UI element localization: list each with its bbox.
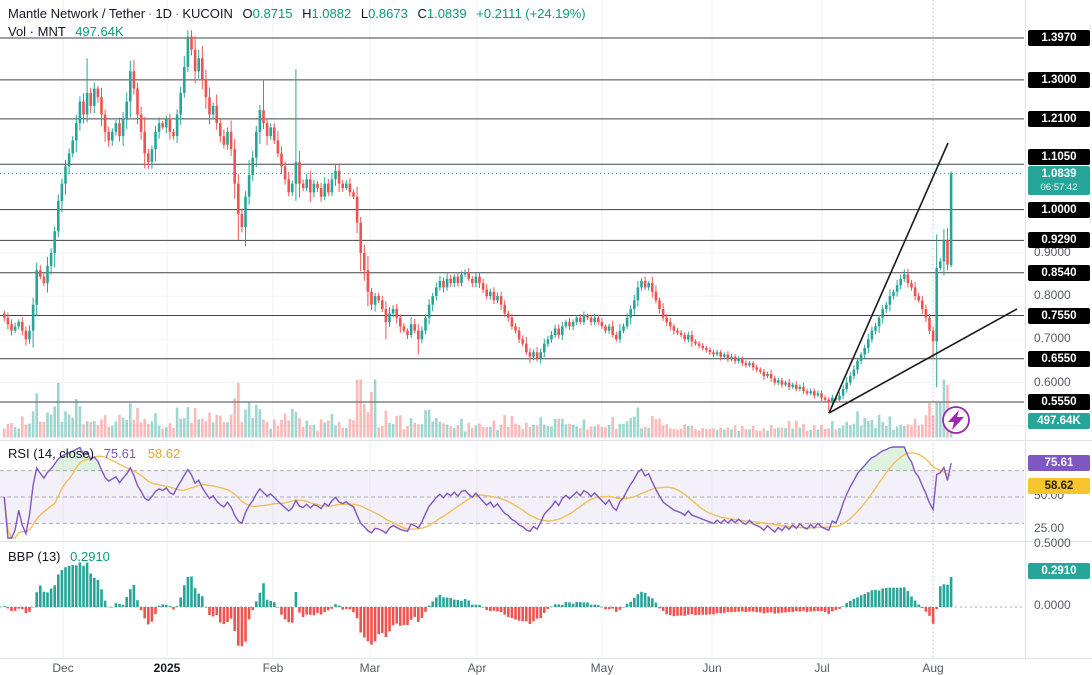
bbp-axis-label: 0.2910 (1028, 563, 1090, 580)
lightning-marker-icon[interactable] (942, 406, 970, 434)
high-key: H (302, 6, 312, 21)
price-level-label: 0.7550 (1028, 308, 1090, 325)
rsi-indicator-title[interactable]: RSI (14, close) (8, 446, 94, 461)
month-gridlines (0, 0, 1024, 658)
candlestick-series[interactable] (3, 30, 953, 411)
time-axis-label-mar[interactable]: Mar (359, 661, 381, 675)
price-level-label: 1.0000 (1028, 202, 1090, 219)
bbp-axis-label: 0.5000 (1034, 536, 1071, 550)
rsi-value: 75.61 (103, 446, 137, 461)
bbp-header: BBP (13) 0.2910 (8, 549, 110, 564)
countdown-timer: 06:57:42 (1040, 181, 1078, 193)
symbol-title[interactable]: Mantle Network / Tether (8, 6, 146, 21)
volume-axis-label: 497.64K (1028, 413, 1090, 430)
rsi-band (0, 470, 1024, 524)
time-axis-label-apr[interactable]: Apr (467, 661, 487, 675)
time-axis-label-jul[interactable]: Jul (814, 661, 830, 675)
price-tick-label: 0.6000 (1034, 375, 1071, 389)
time-axis-label-dec[interactable]: Dec (52, 661, 74, 675)
price-tick-label: 0.9000 (1034, 245, 1071, 259)
time-axis-label-jun[interactable]: Jun (702, 661, 722, 675)
rsi-axis-label: 58.62 (1028, 478, 1090, 495)
symbol-header: Mantle Network / Tether · 1D · KUCOIN O0.871… (8, 6, 586, 21)
rsi-line[interactable] (3, 446, 952, 539)
time-axis-label-feb[interactable]: Feb (262, 661, 284, 675)
price-level-label: 1.3000 (1028, 72, 1090, 89)
rsi-axis-label: 75.61 (1028, 455, 1090, 472)
rsi-header: RSI (14, close) 75.61 58.62 (8, 446, 180, 461)
price-level-lines[interactable] (0, 37, 1024, 403)
exchange-label[interactable]: KUCOIN (182, 6, 233, 21)
volume-value: 497.64K (75, 24, 124, 39)
bbp-indicator-title[interactable]: BBP (13) (8, 549, 61, 564)
bbp-series[interactable] (0, 562, 1024, 647)
rsi-ma-value: 58.62 (147, 446, 181, 461)
time-axis-label-aug[interactable]: Aug (922, 661, 944, 675)
trendline-drawings[interactable] (828, 142, 1018, 414)
volume-header: Vol · MNT 497.64K (8, 24, 124, 39)
price-level-label: 0.9290 (1028, 232, 1090, 249)
rsi-fills (6, 447, 952, 538)
low-key: L (360, 6, 369, 21)
bbp-axis-label: 0.0000 (1034, 598, 1071, 612)
bbp-value: 0.2910 (70, 549, 110, 564)
price-tick-label: 0.7000 (1034, 331, 1071, 345)
price-level-label: 1.3970 (1028, 30, 1090, 47)
pane-separators[interactable] (0, 0, 1092, 659)
last-price-label: 1.0839 06:57:42 (1028, 166, 1090, 196)
price-level-label: 0.8540 (1028, 265, 1090, 282)
separator-dot: · (175, 6, 180, 21)
time-axis-label-2025[interactable]: 2025 (153, 661, 181, 675)
rsi-axis-label: 25.00 (1034, 521, 1065, 535)
time-axis-label-may[interactable]: May (590, 661, 614, 675)
separator-dot: · (148, 6, 153, 21)
open-key: O (242, 6, 253, 21)
price-level-label: 0.6550 (1028, 351, 1090, 368)
price-level-label: 0.5550 (1028, 394, 1090, 411)
interval-button[interactable]: 1D (155, 6, 173, 21)
close-value: 1.0839 (426, 6, 467, 21)
low-value: 0.8673 (368, 6, 408, 21)
high-value: 1.0882 (311, 6, 352, 21)
open-value: 0.8715 (252, 6, 293, 21)
close-key: C (417, 6, 427, 21)
volume-indicator-title[interactable]: Vol · MNT (8, 24, 66, 39)
volume-series[interactable] (3, 379, 953, 438)
change-value: +0.2111 (+24.19%) (476, 6, 586, 21)
price-tick-label: 0.8000 (1034, 288, 1071, 302)
price-level-label: 1.2100 (1028, 111, 1090, 128)
price-level-label: 1.1050 (1028, 149, 1090, 166)
